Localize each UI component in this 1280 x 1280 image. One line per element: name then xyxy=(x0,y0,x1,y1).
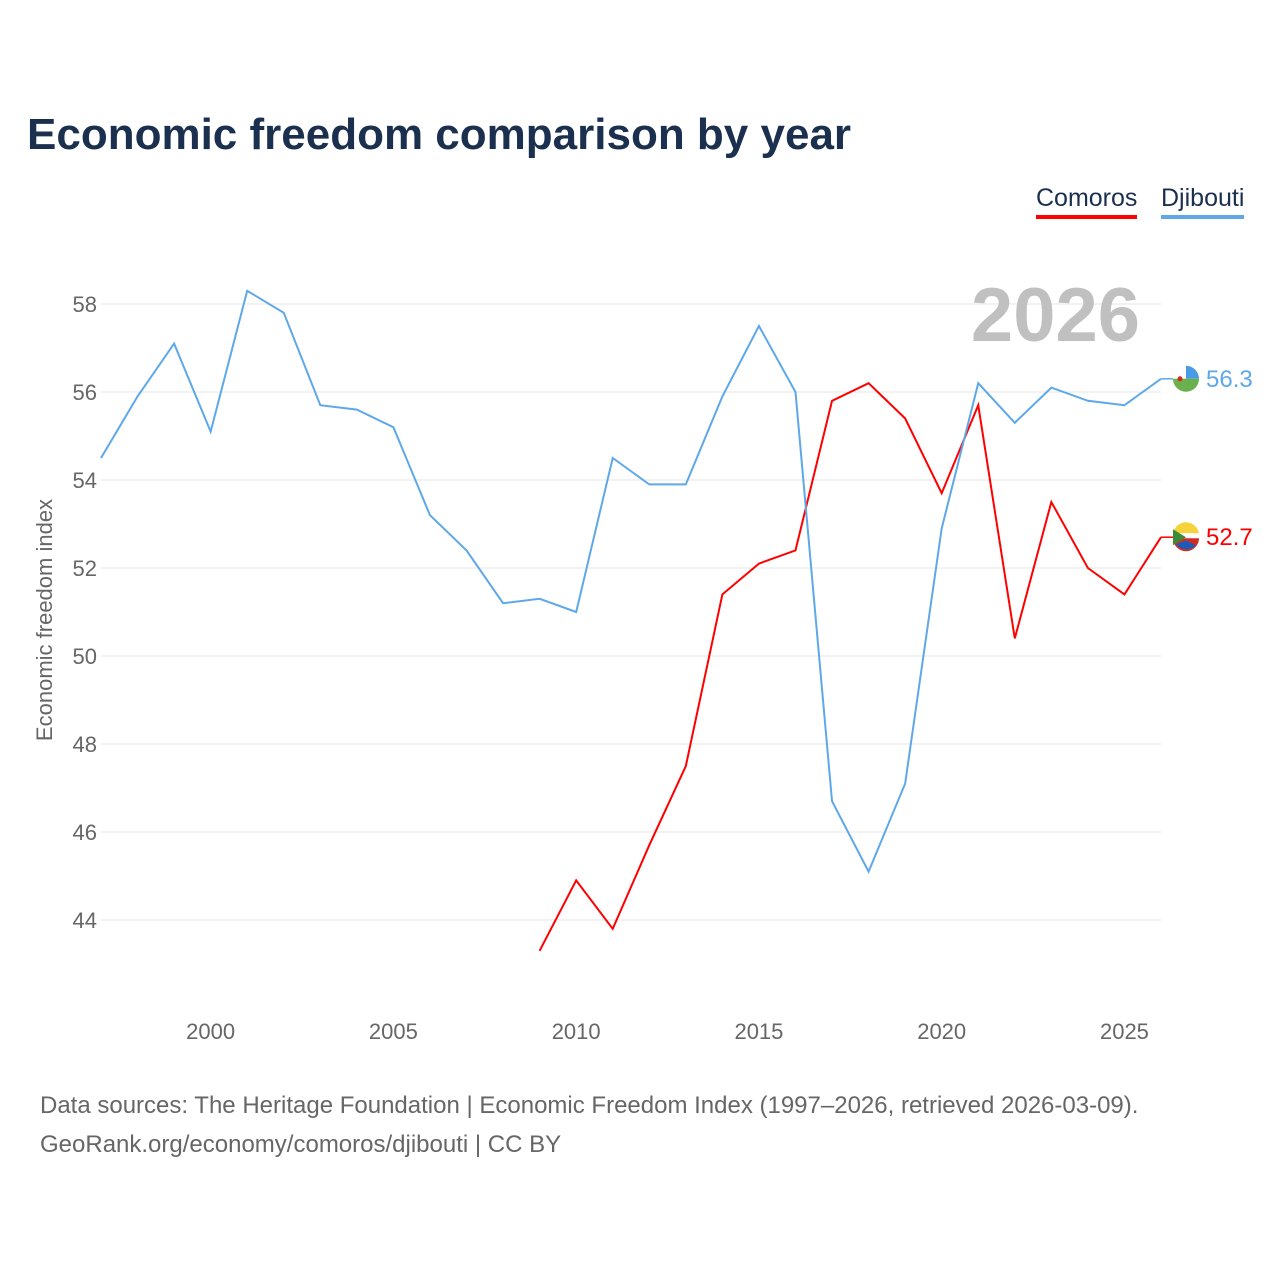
end-value-label-comoros: 52.7 xyxy=(1206,524,1253,551)
y-axis-label: Economic freedom index xyxy=(32,499,57,741)
y-tick-label: 58 xyxy=(73,292,97,317)
footer: Data sources: The Heritage Foundation | … xyxy=(40,1086,1138,1164)
y-tick-label: 44 xyxy=(73,908,97,933)
x-tick-label: 2015 xyxy=(734,1019,783,1044)
y-tick-label: 46 xyxy=(73,820,97,845)
y-tick-label: 48 xyxy=(73,732,97,757)
y-tick-label: 52 xyxy=(73,556,97,581)
legend-comoros[interactable]: Comoros xyxy=(1036,184,1138,219)
y-tick-label: 56 xyxy=(73,380,97,405)
x-tick-label: 2005 xyxy=(369,1019,418,1044)
footer-sources: Data sources: The Heritage Foundation | … xyxy=(40,1092,1139,1119)
y-tick-label: 50 xyxy=(73,644,97,669)
legend-djibouti[interactable]: Djibouti xyxy=(1161,184,1245,219)
x-tick-label: 2000 xyxy=(186,1019,235,1044)
x-tick-label: 2010 xyxy=(552,1019,601,1044)
djibouti-flag-icon xyxy=(1161,365,1199,392)
chart-title: Economic freedom comparison by year xyxy=(27,110,852,159)
year-label: 2026 xyxy=(971,273,1140,358)
footer-link[interactable]: GeoRank.org/economy/comoros/djibouti | C… xyxy=(40,1131,562,1158)
series-line-djibouti xyxy=(100,289,1162,874)
x-tick-label: 2020 xyxy=(917,1019,966,1044)
comoros-flag-icon xyxy=(1161,522,1199,552)
y-tick-label: 54 xyxy=(73,468,97,493)
series-line-comoros xyxy=(538,381,1162,952)
x-tick-label: 2025 xyxy=(1100,1019,1149,1044)
end-value-label-djibouti: 56.3 xyxy=(1206,366,1253,393)
